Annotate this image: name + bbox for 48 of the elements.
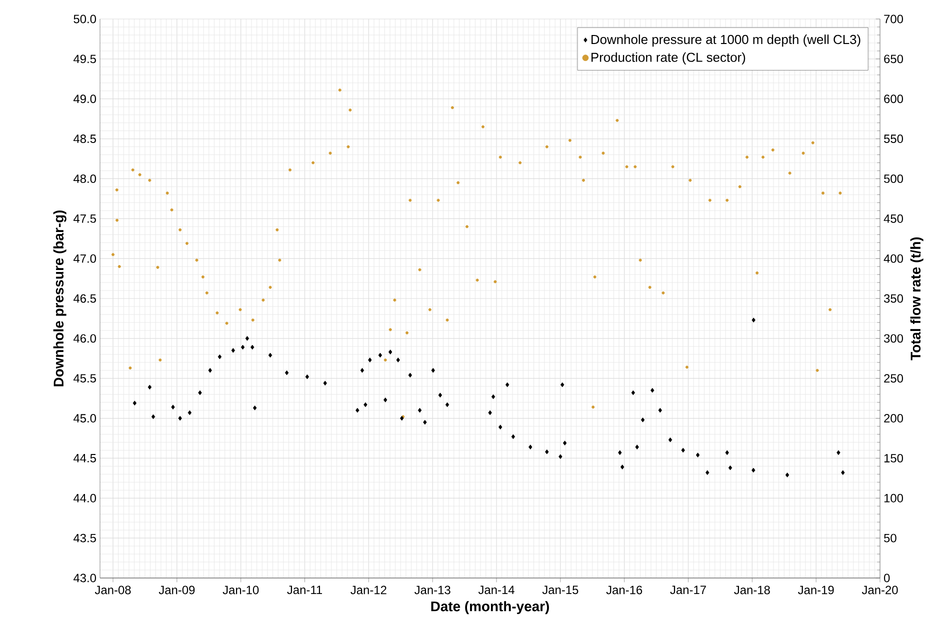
y-tick-label: 50.0 xyxy=(74,14,96,24)
y-tick-label: 48.0 xyxy=(73,174,96,183)
x-tick-label: Jan-13 xyxy=(414,586,450,594)
x-tick-label: Jan-12 xyxy=(350,586,386,594)
y2-tick-label: 500 xyxy=(884,174,904,183)
y2-tick-label: 300 xyxy=(884,334,904,343)
y2-tick-label: 550 xyxy=(884,134,904,144)
x-tick-label: Jan-15 xyxy=(542,586,578,594)
y2-tick-label: 400 xyxy=(884,254,904,263)
y-tick-label: 46.5 xyxy=(73,294,96,303)
y-tick-label: 43.5 xyxy=(73,534,96,542)
x-tick-label: Jan-09 xyxy=(158,586,195,594)
y2-tick-label: 250 xyxy=(884,374,904,383)
y2-tick-label: 450 xyxy=(884,214,904,223)
x-tick-label: Jan-14 xyxy=(478,586,514,594)
y2-tick-label: 700 xyxy=(884,14,904,24)
y-tick-label: 45.5 xyxy=(73,374,96,383)
y-tick-label: 44.5 xyxy=(73,454,96,462)
x-tick-label: Jan-18 xyxy=(734,586,770,594)
y2-tick-label: 0 xyxy=(884,574,890,582)
y-tick-label: 47.0 xyxy=(73,254,96,263)
y-tick-label: 48.5 xyxy=(73,134,96,144)
x-tick-label: Jan-10 xyxy=(222,586,259,594)
y-tick-label: 43.0 xyxy=(73,574,96,582)
y2-tick-label: 600 xyxy=(884,94,904,104)
y-tick-label: 49.5 xyxy=(73,54,96,64)
y-tick-label: 47.5 xyxy=(73,214,96,223)
y-tick-label: 45.0 xyxy=(73,414,96,423)
y2-tick-label: 200 xyxy=(884,414,904,423)
legend-label: Production rate (CL sector) xyxy=(592,52,746,64)
x-tick-label: Jan-19 xyxy=(798,586,834,594)
y2-tick-label: 100 xyxy=(884,494,904,502)
y2-tick-label: 50 xyxy=(884,534,896,542)
y2-tick-label: 350 xyxy=(884,294,904,303)
y-tick-label: 44.0 xyxy=(73,494,96,502)
x-tick-label: Jan-08 xyxy=(94,586,131,594)
x-axis-title: Date (month-year) xyxy=(431,601,549,614)
x-tick-label: Jan-11 xyxy=(287,586,322,594)
x-tick-label: Jan-20 xyxy=(862,586,898,594)
x-tick-label: Jan-17 xyxy=(670,586,706,594)
y-tick-label: 49.0 xyxy=(73,94,96,104)
x-tick-label: Jan-16 xyxy=(606,586,642,594)
y2-tick-label: 650 xyxy=(884,54,904,64)
y2-tick-label: 150 xyxy=(884,454,904,462)
y-tick-label: 46.0 xyxy=(73,334,96,343)
y-axis-title: Downhole pressure (bar-g) xyxy=(53,210,66,386)
legend-label: Downhole pressure at 1000 m depth (well CL3) xyxy=(592,34,860,47)
y2-axis-title: Total flow rate (t/h) xyxy=(910,237,924,360)
